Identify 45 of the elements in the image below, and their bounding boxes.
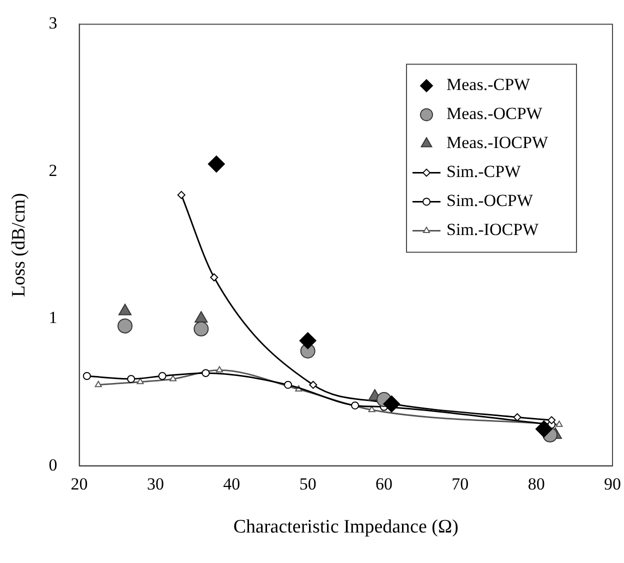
point bbox=[368, 406, 376, 412]
point bbox=[309, 380, 318, 389]
point bbox=[169, 374, 177, 382]
y-axis-title: Loss (dB/cm) bbox=[8, 193, 30, 297]
x-tick-label: 90 bbox=[604, 474, 621, 494]
point bbox=[548, 416, 556, 424]
point bbox=[127, 374, 136, 383]
point bbox=[383, 395, 400, 412]
x-tick-label: 20 bbox=[70, 474, 88, 494]
point bbox=[118, 318, 133, 334]
point bbox=[351, 401, 360, 410]
x-tick-label: 40 bbox=[223, 474, 240, 494]
legend-label: Sim.-OCPW bbox=[446, 191, 534, 210]
point bbox=[136, 378, 144, 384]
legend-label: Meas.-IOCPW bbox=[446, 133, 549, 152]
point bbox=[284, 380, 292, 389]
x-tick-label: 30 bbox=[146, 474, 164, 494]
x-tick-label: 70 bbox=[452, 474, 469, 494]
point bbox=[194, 311, 208, 323]
point bbox=[82, 372, 91, 380]
point bbox=[299, 332, 316, 350]
point bbox=[535, 420, 552, 438]
x-tick-label: 80 bbox=[528, 474, 545, 494]
x-tick-label: 50 bbox=[299, 474, 316, 494]
point bbox=[210, 273, 218, 282]
x-axis-title: Characteristic Impedance (Ω) bbox=[233, 516, 458, 538]
x-tick-label: 60 bbox=[375, 474, 392, 494]
point bbox=[202, 369, 210, 378]
point bbox=[194, 321, 209, 336]
legend-label: Meas.-CPW bbox=[446, 75, 532, 94]
point bbox=[513, 413, 522, 422]
point bbox=[94, 380, 102, 388]
point bbox=[208, 156, 225, 173]
point bbox=[177, 190, 186, 199]
y-tick-label: 2 bbox=[48, 160, 58, 180]
point bbox=[556, 420, 563, 427]
point bbox=[216, 366, 223, 372]
y-tick-label: 0 bbox=[48, 455, 58, 474]
point bbox=[118, 304, 132, 316]
legend-label: Sim.-IOCPW bbox=[446, 220, 540, 240]
y-tick-label: 3 bbox=[48, 14, 58, 33]
point bbox=[158, 372, 166, 380]
legend-label: Meas.-OCPW bbox=[446, 104, 544, 124]
y-tick-label: 1 bbox=[48, 308, 58, 328]
legend-label: Sim.-CPW bbox=[446, 162, 522, 182]
